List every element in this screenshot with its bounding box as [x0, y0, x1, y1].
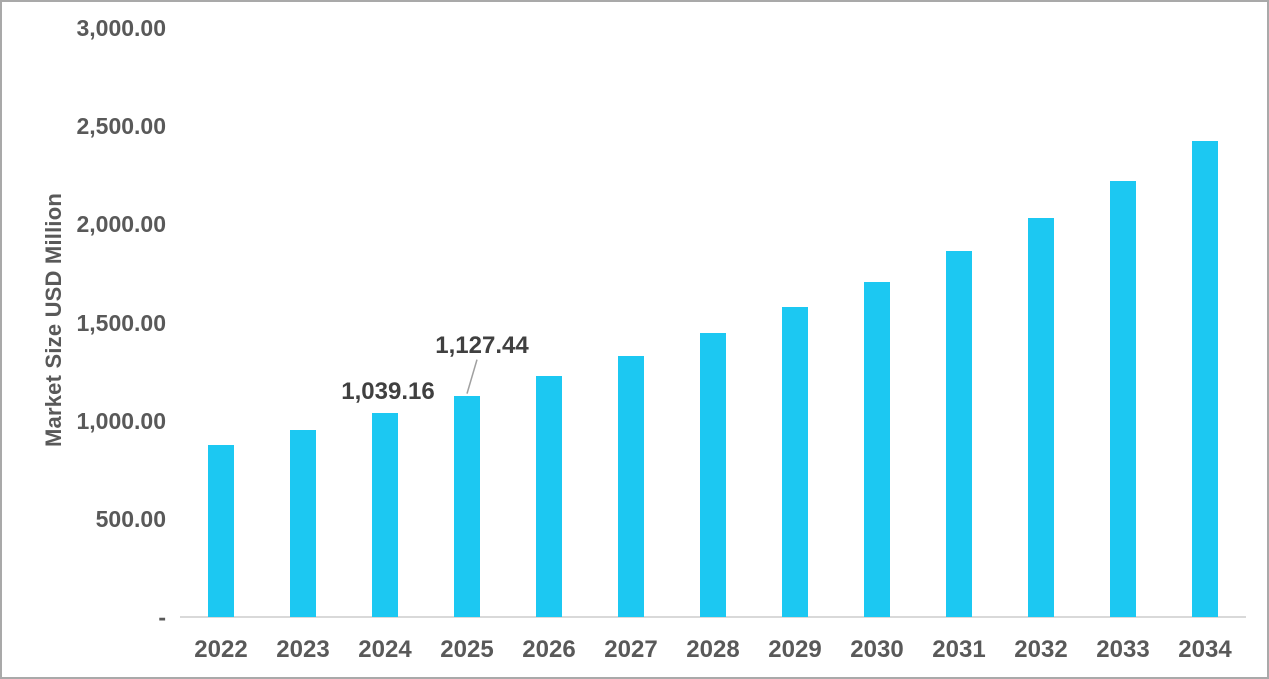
bar-2023	[290, 430, 316, 617]
bar-2022	[208, 445, 234, 617]
y-tick-label-2500: 2,500.00	[76, 113, 166, 140]
bar-2030	[864, 282, 890, 617]
y-axis-tick-labels: 3,000.00 2,500.00 2,000.00 1,500.00 1,000.00…	[2, 2, 168, 677]
plot-area: 1,039.16 1,127.44	[180, 28, 1246, 618]
y-tick-label-500: 500.00	[95, 505, 166, 532]
x-tick-label-2028: 2028	[686, 636, 740, 663]
bar-2026	[536, 375, 562, 617]
bar-2032	[1028, 218, 1054, 617]
bar-2028	[700, 332, 726, 617]
x-tick-label-2024: 2024	[358, 636, 412, 663]
x-axis-line	[180, 616, 1246, 618]
bar-2034	[1192, 141, 1218, 617]
y-tick-label-2000: 2,000.00	[76, 211, 166, 238]
bar-2027	[618, 355, 644, 617]
bar-2024	[372, 412, 398, 617]
x-tick-label-2022: 2022	[194, 636, 248, 663]
bar-2029	[782, 307, 808, 617]
x-axis-tick-labels: 2022 2023 2024 2025 2026 2027 2028 2029 2030 2031…	[180, 636, 1246, 664]
data-label-2024: 1,039.16	[341, 377, 435, 405]
x-tick-label-2025: 2025	[440, 636, 494, 663]
data-label-2025: 1,127.44	[435, 331, 529, 359]
x-tick-label-2030: 2030	[850, 636, 904, 663]
x-tick-label-2033: 2033	[1096, 636, 1150, 663]
y-tick-label-1500: 1,500.00	[76, 309, 166, 336]
bar-2031	[946, 251, 972, 617]
y-tick-label-3000: 3,000.00	[76, 15, 166, 41]
bar-2025	[454, 395, 480, 617]
y-tick-label-0: -	[158, 604, 166, 630]
x-tick-label-2032: 2032	[1014, 636, 1068, 663]
bar-2033	[1110, 181, 1136, 617]
x-tick-label-2031: 2031	[932, 636, 986, 663]
x-tick-label-2034: 2034	[1178, 636, 1232, 663]
x-tick-label-2029: 2029	[768, 636, 822, 663]
y-tick-label-1000: 1,000.00	[76, 407, 166, 434]
x-tick-label-2026: 2026	[522, 636, 576, 663]
x-tick-label-2023: 2023	[276, 636, 330, 663]
x-tick-label-2027: 2027	[604, 636, 658, 663]
